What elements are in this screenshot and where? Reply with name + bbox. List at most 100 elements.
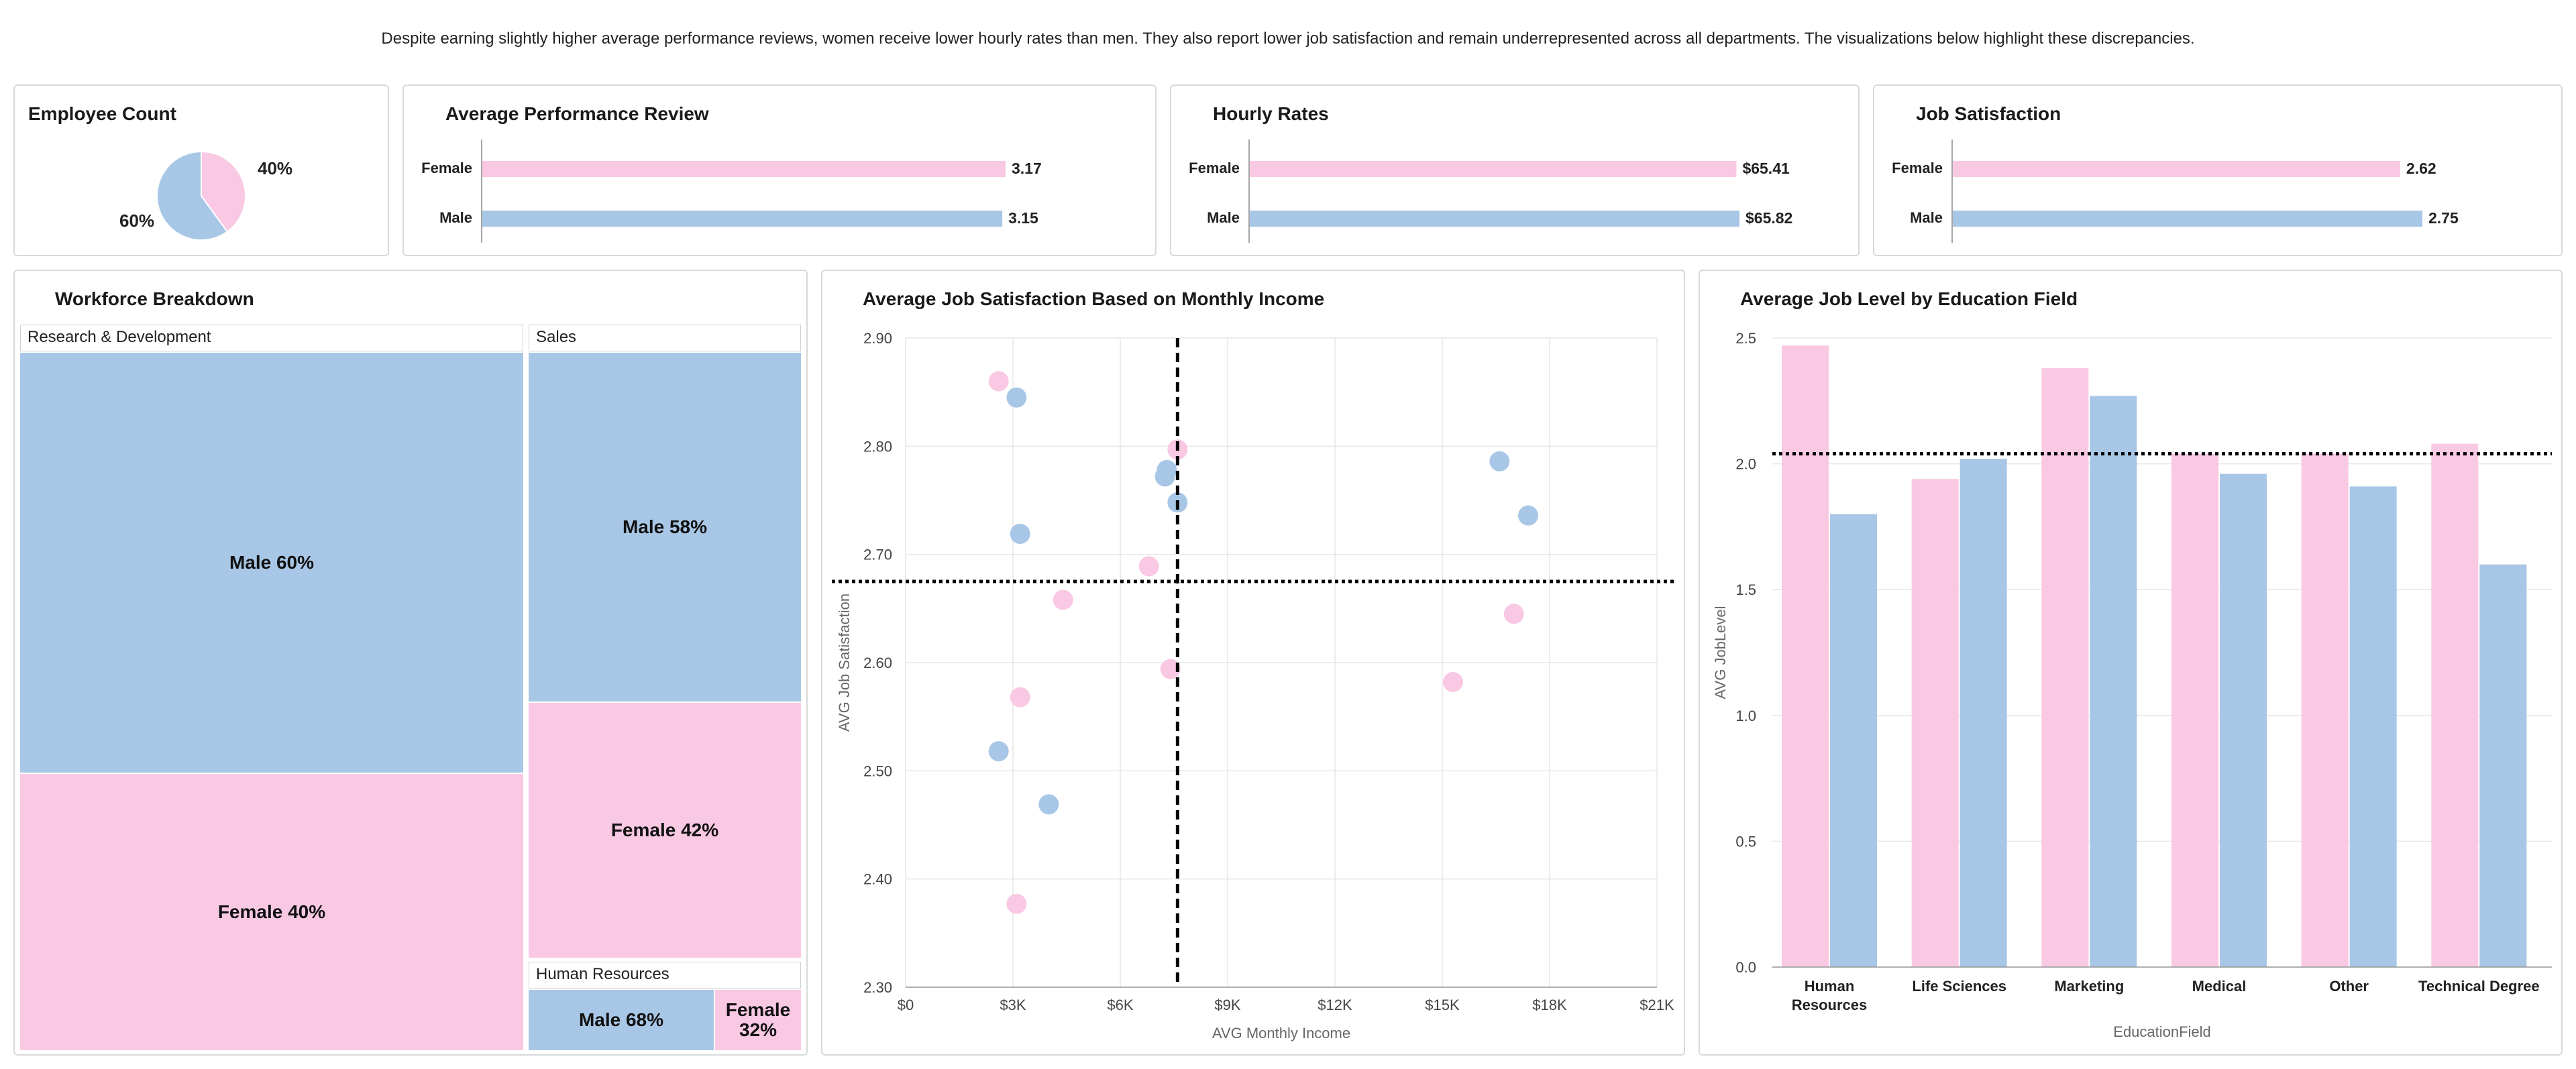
scatter-point-male	[1518, 505, 1538, 526]
performance-value-male: 3.15	[1008, 209, 1038, 227]
scatter-plot: 2.30 2.40 2.50 2.60 2.70 2.80 2.90 $0 $3K $6K $9K $…	[832, 330, 1676, 1042]
hourly-label-male: Male	[1207, 209, 1240, 226]
hourly-label-female: Female	[1189, 160, 1240, 176]
scatter-xtick-label: $18K	[1532, 997, 1567, 1013]
treemap-cell-sales-female[interactable]: Female 42%	[529, 703, 801, 958]
treemap-cell-sales-male[interactable]: Male 58%	[529, 353, 801, 701]
job-satisfaction-title: Job Satisfaction	[1916, 103, 2061, 124]
hourly-rates-card: Hourly Rates Female $65.41 Male $65.82	[1170, 85, 1860, 256]
scatter-ytick-label: 2.80	[863, 438, 892, 455]
joblevel-bar-female	[1911, 479, 1959, 967]
scatter-point-female	[1010, 687, 1030, 708]
jobsat-value-female: 2.62	[2406, 160, 2436, 177]
scatter-ytick-label: 2.40	[863, 871, 892, 888]
hourly-value-female: $65.41	[1742, 160, 1790, 177]
job-level-bar-chart: 0.0 0.5 1.0 1.5 2.0 2.5 AVG JobLevel Human Resou…	[1712, 330, 2552, 1040]
joblevel-ytick-label: 1.5	[1735, 581, 1756, 598]
treemap-cell-rd-female[interactable]: Female 40%	[20, 774, 523, 1050]
joblevel-xtick-label: Technical Degree	[2418, 978, 2540, 995]
joblevel-xtick-label: Life Sciences	[1912, 978, 2006, 995]
treemap-cell-hr-female-line2: 32%	[739, 1019, 777, 1040]
scatter-xtick-label: $12K	[1318, 997, 1352, 1013]
scatter-point-male	[1006, 387, 1027, 408]
scatter-xtick-label: $0	[898, 997, 914, 1013]
joblevel-bar-male	[1830, 514, 1877, 967]
scatter-x-axis-title: AVG Monthly Income	[1212, 1025, 1350, 1042]
joblevel-ytick-label: 1.0	[1735, 708, 1756, 724]
scatter-xtick-label: $15K	[1425, 997, 1460, 1013]
pie-slice-male	[156, 150, 229, 241]
scatter-point-female	[1443, 672, 1463, 693]
employee-count-pie-chart: 40% 60%	[119, 150, 292, 241]
treemap-group-hr-label: Human Resources	[529, 962, 801, 989]
scatter-point-female	[988, 371, 1009, 392]
performance-card: Average Performance Review Female 3.17 Mal…	[402, 85, 1157, 256]
scatter-point-female	[1138, 556, 1159, 577]
treemap-cell-rd-male[interactable]: Male 60%	[20, 353, 523, 773]
scatter-ytick-label: 2.50	[863, 763, 892, 779]
joblevel-bar-male	[2220, 473, 2267, 967]
treemap-cell-hr-female-line1: Female	[725, 999, 791, 1020]
scatter-point-male	[1038, 794, 1059, 815]
treemap-cell-hr-female[interactable]: Female 32%	[715, 990, 801, 1050]
employee-count-title: Employee Count	[28, 103, 176, 124]
joblevel-bar-female	[1782, 345, 1829, 967]
joblevel-xtick-label: Medical	[2192, 978, 2247, 995]
treemap-cell-hr-male[interactable]: Male 68%	[529, 990, 714, 1050]
joblevel-ytick-label: 2.5	[1735, 330, 1756, 347]
intro-text: Despite earning slightly higher average …	[381, 30, 2195, 48]
joblevel-bar-female	[2171, 453, 2218, 967]
joblevel-bar-female	[2301, 453, 2349, 967]
joblevel-xtick-label: Human	[1805, 978, 1855, 995]
scatter-card: Average Job Satisfaction Based on Monthl…	[821, 270, 1685, 1056]
jobsat-value-male: 2.75	[2428, 209, 2459, 227]
joblevel-y-axis-title: AVG JobLevel	[1712, 606, 1729, 699]
joblevel-bar-female	[2431, 443, 2479, 967]
joblevel-bar-male	[2479, 564, 2527, 967]
hourly-rates-title: Hourly Rates	[1213, 103, 1329, 124]
scatter-ytick-label: 2.30	[863, 979, 892, 996]
scatter-point-female	[1160, 659, 1181, 679]
joblevel-ytick-label: 0.0	[1735, 959, 1756, 976]
pie-label-male: 60%	[119, 211, 154, 231]
job-level-card: Average Job Level by Education Field 0.0…	[1699, 270, 2563, 1056]
joblevel-xtick-label: Other	[2329, 978, 2369, 995]
workforce-card: Workforce Breakdown Research & Developme…	[13, 270, 808, 1056]
scatter-point-male	[988, 741, 1009, 762]
joblevel-xtick-label: Marketing	[2054, 978, 2124, 995]
scatter-point-male	[1155, 466, 1175, 487]
hourly-rates-bar-chart: Female $65.41 Male $65.82	[1189, 139, 1792, 243]
joblevel-bar-male	[2349, 486, 2397, 967]
scatter-point-female	[1503, 604, 1524, 624]
performance-label-male: Male	[439, 209, 472, 226]
jobsat-label-female: Female	[1892, 160, 1943, 176]
scatter-point-female	[1053, 589, 1073, 610]
scatter-point-female	[1006, 893, 1027, 914]
scatter-point-male	[1010, 524, 1030, 545]
performance-label-female: Female	[421, 160, 472, 176]
joblevel-ytick-label: 0.5	[1735, 833, 1756, 850]
hourly-bar-female	[1250, 161, 1737, 177]
jobsat-bar-male	[1953, 211, 2422, 227]
joblevel-bar-male	[2090, 396, 2137, 967]
scatter-ytick-label: 2.70	[863, 547, 892, 563]
performance-bar-male	[482, 211, 1003, 227]
performance-bar-chart: Female 3.17 Male 3.15	[421, 139, 1042, 243]
treemap-group-rd-label: Research & Development	[20, 325, 523, 351]
joblevel-bar-female	[2041, 368, 2089, 967]
joblevel-ytick-label: 2.0	[1735, 456, 1756, 473]
jobsat-label-male: Male	[1910, 209, 1943, 226]
jobsat-bar-female	[1953, 161, 2400, 177]
pie-label-female: 40%	[258, 158, 292, 178]
scatter-xtick-label: $9K	[1214, 997, 1240, 1013]
joblevel-x-axis-title: EducationField	[2113, 1023, 2211, 1040]
scatter-xtick-label: $21K	[1640, 997, 1674, 1013]
treemap-group-sales-label: Sales	[529, 325, 801, 351]
performance-title: Average Performance Review	[445, 103, 709, 124]
job-satisfaction-card: Job Satisfaction Female 2.62 Male 2.75	[1873, 85, 2563, 256]
scatter-xtick-label: $3K	[1000, 997, 1026, 1013]
joblevel-bar-male	[1960, 459, 2007, 967]
scatter-ytick-label: 2.60	[863, 655, 892, 671]
hourly-bar-male	[1250, 211, 1739, 227]
performance-value-female: 3.17	[1012, 160, 1042, 177]
